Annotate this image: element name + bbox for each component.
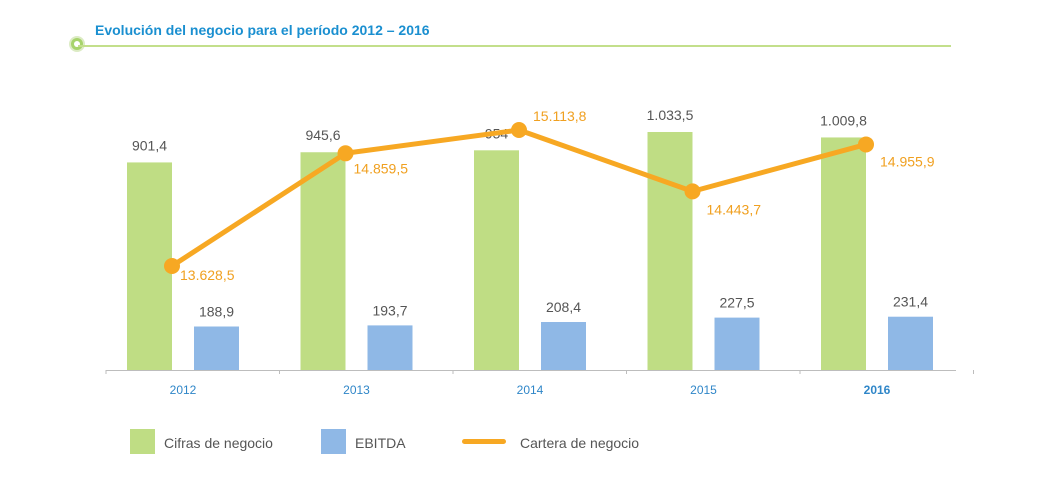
- legend-item-ebitda: EBITDA: [321, 425, 441, 455]
- chart-area: 901,4188,92012945,6193,72013954208,42014…: [105, 107, 974, 397]
- label-cartera-2013: 14.859,5: [354, 160, 409, 176]
- chart-header: Evolución del negocio para el período 20…: [0, 0, 1040, 60]
- point-cartera-2016: [858, 136, 874, 153]
- point-cartera-2014: [511, 122, 527, 138]
- legend-item-cifras: Cifras de negocio: [130, 425, 300, 455]
- label-ebitda-2015: 227,5: [719, 295, 754, 311]
- label-cartera-2015: 14.443,7: [707, 201, 762, 217]
- bar-cifras-2015: [647, 132, 693, 370]
- chart-title: Evolución del negocio para el período 20…: [95, 22, 430, 38]
- x-tick-label-2015: 2015: [690, 383, 717, 397]
- bar-ebitda-2015: [714, 317, 760, 370]
- label-cifras-2013: 945,6: [305, 127, 340, 143]
- legend-swatch-ebitda: [321, 429, 346, 454]
- point-cartera-2013: [337, 145, 354, 162]
- legend-label-cifras: Cifras de negocio: [164, 435, 273, 451]
- bar-ebitda-2014: [541, 322, 586, 370]
- label-cartera-2016: 14.955,9: [880, 153, 935, 169]
- bar-cifras-2016: [821, 137, 866, 370]
- x-tick-label-2012: 2012: [170, 383, 197, 397]
- bar-ebitda-2016: [888, 316, 933, 370]
- legend-label-cartera: Cartera de negocio: [520, 435, 640, 451]
- bar-ebitda-2013: [367, 325, 413, 370]
- label-ebitda-2012: 188,9: [199, 303, 234, 319]
- x-tick-label-2014: 2014: [517, 383, 544, 397]
- chart-legend: Cifras de negocio EBITDA Cartera de nego…: [0, 425, 1040, 465]
- label-cifras-2015: 1.033,5: [647, 107, 694, 123]
- label-ebitda-2016: 231,4: [893, 294, 928, 310]
- label-ebitda-2013: 193,7: [372, 302, 407, 318]
- legend-line-cartera: [462, 439, 506, 444]
- legend-label-ebitda: EBITDA: [355, 435, 406, 451]
- legend-swatch-cifras: [130, 429, 155, 454]
- bar-ebitda-2012: [194, 326, 239, 370]
- x-tick-label-2016: 2016: [864, 383, 891, 397]
- title-divider: [78, 45, 951, 47]
- label-cifras-2012: 901,4: [132, 137, 167, 153]
- label-cifras-2016: 1.009,8: [820, 112, 867, 128]
- legend-item-cartera: Cartera de negocio: [462, 425, 662, 455]
- label-ebitda-2014: 208,4: [546, 299, 581, 315]
- point-cartera-2015: [684, 183, 701, 200]
- bar-cifras-2013: [300, 152, 346, 370]
- label-cartera-2014: 15.113,8: [533, 108, 587, 124]
- x-tick-label-2013: 2013: [343, 383, 370, 397]
- title-bullet-icon: [69, 36, 85, 52]
- label-cartera-2012: 13.628,5: [180, 267, 235, 283]
- bar-cifras-2014: [474, 150, 519, 370]
- point-cartera-2012: [164, 258, 180, 274]
